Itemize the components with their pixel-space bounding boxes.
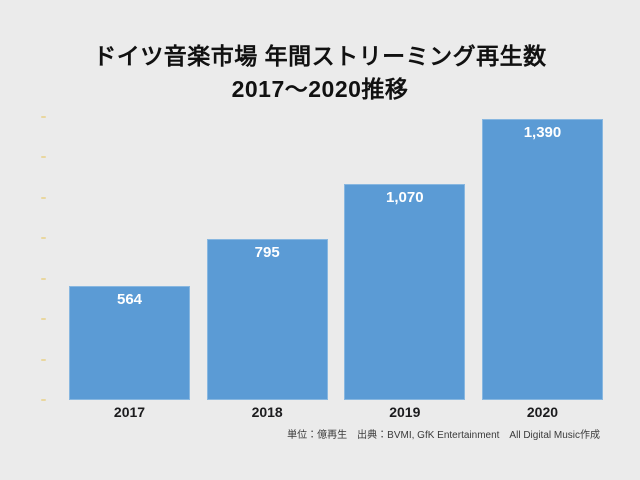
chart-title-line-1: ドイツ音楽市場 年間ストリーミング再生数 <box>93 43 547 69</box>
x-axis-label-2020: 2020 <box>526 404 559 420</box>
bar-chart-plot-area: 564 795 1,070 1,390 <box>69 117 603 400</box>
x-axis-label-2017: 2017 <box>113 404 146 420</box>
bar-value-label: 795 <box>254 244 280 262</box>
y-axis-tick-800 <box>41 237 46 240</box>
bar-2017: 564 <box>69 286 190 400</box>
y-axis-tick-200 <box>41 358 46 361</box>
x-axis-labels: 2017 2018 2019 2020 <box>69 404 603 420</box>
y-axis-tick-1200 <box>41 156 46 159</box>
y-axis-tick-600 <box>41 277 46 280</box>
source-note: 単位：億再生 出典：BVMI, GfK Entertainment All Di… <box>287 430 600 441</box>
y-axis-tick-1400 <box>41 116 46 118</box>
bar-value-label: 1,070 <box>386 188 424 206</box>
y-axis-tick-1000 <box>41 196 46 199</box>
x-axis-label-2018: 2018 <box>251 404 283 420</box>
y-axis-tick-400 <box>41 318 46 321</box>
bar-2019: 1,070 <box>344 183 466 400</box>
chart-title: ドイツ音楽市場 年間ストリーミング再生数 2017〜2020推移 <box>0 40 640 106</box>
y-axis-tick-0 <box>41 399 46 401</box>
bar-value-label: 564 <box>116 291 143 308</box>
bar-value-label: 1,390 <box>523 124 562 141</box>
x-axis-label-2019: 2019 <box>389 404 421 420</box>
bar-2018: 795 <box>206 239 328 400</box>
chart-title-line-2: 2017〜2020推移 <box>231 76 409 102</box>
bar-2020: 1,390 <box>481 119 603 400</box>
